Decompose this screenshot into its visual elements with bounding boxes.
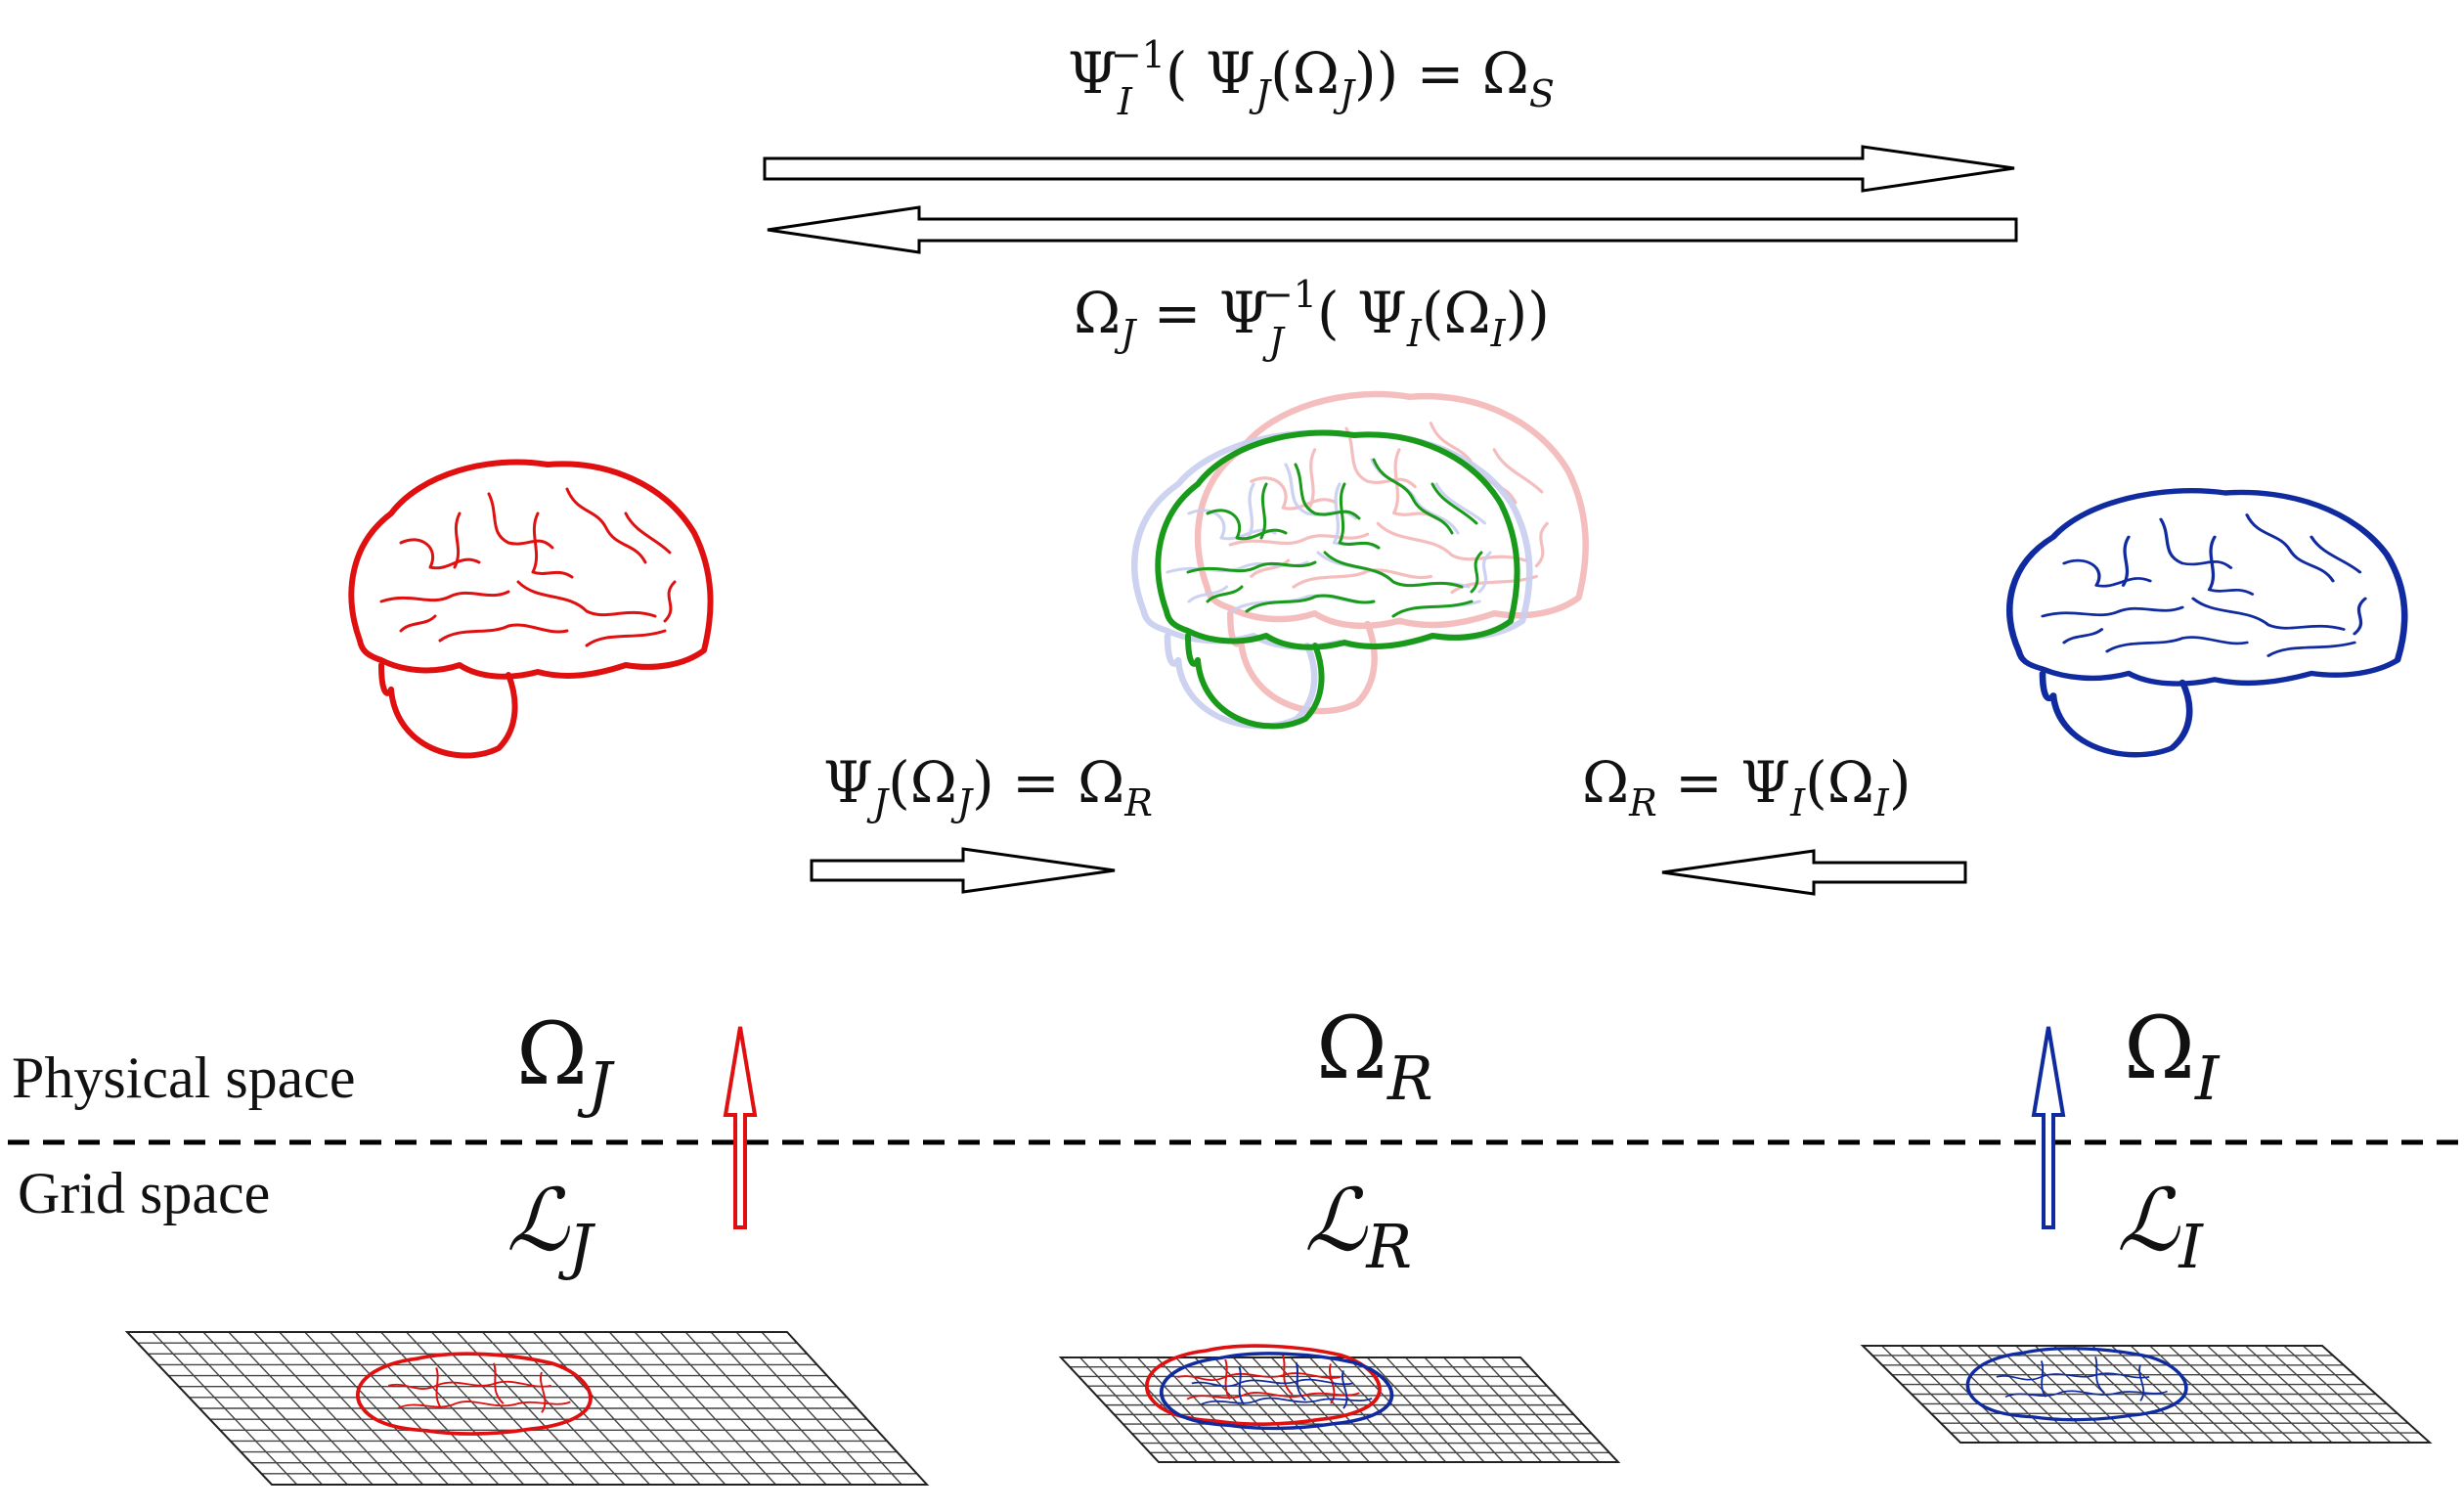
physical-space-label: Physical space: [12, 1045, 356, 1110]
grid-line: [1194, 1356, 1294, 1463]
grid-line: [1098, 1356, 1198, 1463]
grid-r: [1058, 1356, 1621, 1463]
lattice-r-label: ℒR: [1304, 1170, 1412, 1282]
grid-line: [1500, 1356, 1600, 1463]
grid-line: [1386, 1356, 1485, 1463]
grid-frame: [1058, 1356, 1621, 1463]
left-map-arrow: [810, 847, 1116, 894]
equation-top-forward: ΨI−1( ΨJ(ΩJ)) = ΩS: [1068, 33, 1555, 123]
grid-frame: [1860, 1345, 2433, 1444]
grid-line: [1232, 1356, 1332, 1463]
grid-line: [1174, 1356, 1275, 1463]
grid-line: [1270, 1356, 1370, 1463]
grid-space-label: Grid space: [18, 1161, 270, 1225]
grid-line: [1347, 1356, 1447, 1463]
forward-arrow: [763, 145, 2015, 193]
grid-line: [1252, 1356, 1351, 1463]
equation-top-backward: ΩJ = ΨJ−1( ΨI(ΩI)): [1074, 273, 1550, 363]
omega-r-label: ΩR: [1316, 998, 1433, 1114]
brain-i: [2009, 491, 2404, 755]
lattice-j-label: ℒJ: [506, 1170, 595, 1282]
grid-brain-r-blue: [1159, 1351, 1394, 1431]
grid-line: [1328, 1356, 1428, 1463]
grid-line: [1481, 1356, 1581, 1463]
grid-line: [1079, 1356, 1179, 1463]
right-map-arrow: [1661, 849, 1967, 896]
grid-line: [1462, 1356, 1562, 1463]
grid-brain-j: [355, 1352, 593, 1437]
grid-j: [124, 1331, 930, 1486]
grid-line: [1404, 1356, 1505, 1463]
grid-frame: [124, 1331, 930, 1486]
omega-j-label: ΩJ: [516, 1003, 615, 1120]
brain-r-faded-blue: [1134, 432, 1529, 726]
backward-arrow: [767, 205, 2018, 254]
omega-i-label: ΩI: [2124, 998, 2221, 1114]
lattice-i-label: ℒI: [2117, 1170, 2204, 1282]
grid-line: [1366, 1356, 1466, 1463]
grid-i: [1860, 1345, 2433, 1444]
equation-left-map: ΨJ(ΩJ) = ΩR: [823, 749, 1153, 824]
equation-right-map: ΩR = ΨI(ΩI): [1582, 749, 1911, 824]
grid-line: [1443, 1356, 1543, 1463]
red-up-arrow: [723, 1026, 758, 1229]
grid-line: [1136, 1356, 1236, 1463]
brain-j: [351, 462, 710, 755]
grid-line: [1424, 1356, 1523, 1463]
blue-up-arrow: [2031, 1026, 2066, 1229]
